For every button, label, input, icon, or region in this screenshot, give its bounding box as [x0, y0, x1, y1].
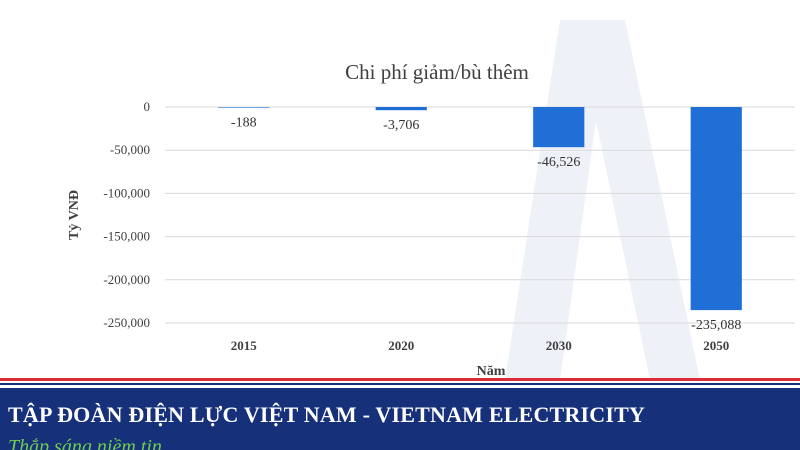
footer-banner: TẬP ĐOÀN ĐIỆN LỰC VIỆT NAM - VIETNAM ELE… [0, 388, 800, 450]
y-axis-ticks: 0 -50,000 -100,000 -150,000 -200,000 -250,000 [103, 99, 150, 330]
data-label-2050: -235,088 [691, 318, 741, 333]
y-tick-label: 0 [144, 99, 151, 114]
bar-2030 [533, 107, 585, 148]
data-label-2030: -46,526 [537, 155, 580, 170]
y-tick-label: -150,000 [103, 229, 150, 244]
x-tick-label: 2050 [703, 338, 729, 353]
x-tick-label: 2030 [546, 338, 572, 353]
bar-chart: Chi phí giảm/bù thêm 0 -50,000 -100,000 -15… [67, 60, 795, 379]
data-label-2020: -3,706 [383, 118, 419, 133]
footer-stripes [0, 378, 800, 388]
bar-2050 [690, 107, 742, 311]
bar-2015 [218, 107, 270, 108]
bar-2020 [375, 107, 427, 111]
footer-red-stripe [0, 378, 800, 381]
y-tick-label: -100,000 [103, 185, 150, 200]
footer-title: TẬP ĐOÀN ĐIỆN LỰC VIỆT NAM - VIETNAM ELE… [8, 402, 646, 427]
y-tick-label: -50,000 [110, 142, 150, 157]
x-tick-label: 2015 [231, 338, 258, 353]
y-tick-label: -200,000 [103, 272, 150, 287]
footer-blue-stripe [0, 383, 800, 385]
y-tick-label: -250,000 [103, 315, 150, 330]
y-axis-title: Tỷ VNĐ [67, 190, 82, 240]
chart-title: Chi phí giảm/bù thêm [345, 60, 529, 84]
bars [218, 107, 742, 311]
data-labels: -188 -3,706 -46,526 -235,088 [231, 116, 741, 334]
footer-slogan: Thắp sáng niềm tin [8, 436, 162, 450]
gridlines [165, 106, 795, 324]
x-tick-label: 2020 [388, 338, 414, 353]
x-axis-categories: 2015 2020 2030 2050 [231, 338, 730, 353]
watermark-right-stroke [575, 20, 700, 380]
x-axis-title: Năm [477, 364, 506, 379]
data-label-2015: -188 [231, 116, 257, 131]
